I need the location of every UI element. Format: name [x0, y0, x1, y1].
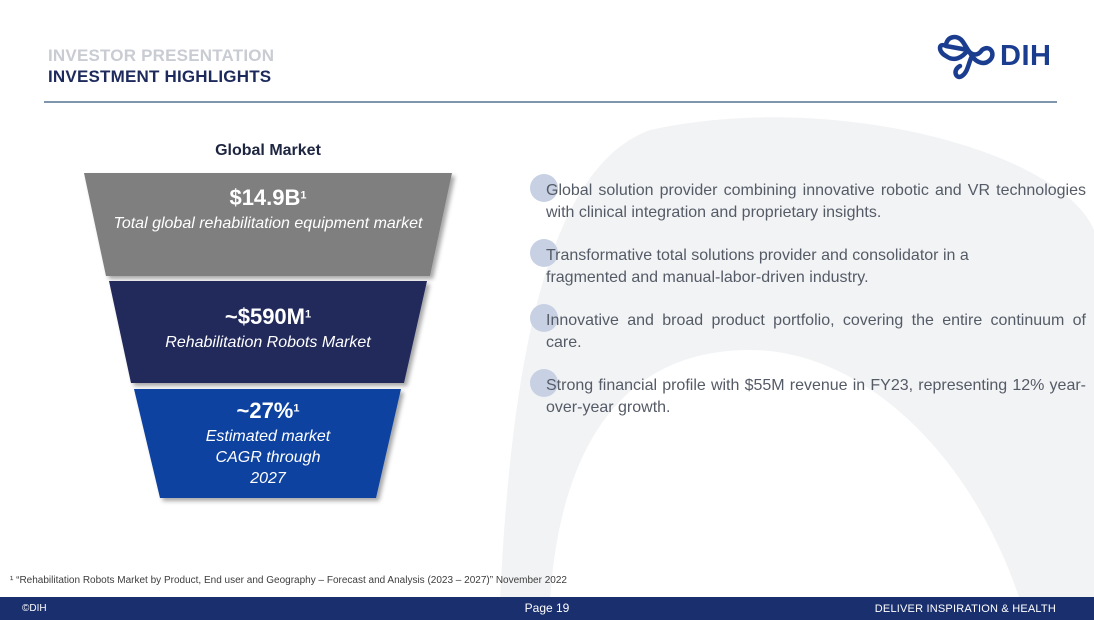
source-footnote: ¹ “Rehabilitation Robots Market by Produ… — [10, 575, 567, 586]
highlight-text: Strong financial profile with $55M reven… — [546, 377, 1086, 416]
highlight-text: Transformative total solutions provider … — [546, 247, 969, 286]
tier-1-footnote-ref: 1 — [300, 189, 307, 202]
funnel-tier-1: $14.9B1 Total global rehabilitation equi… — [110, 185, 426, 234]
logo-text: DIH — [1000, 40, 1052, 72]
footer-bar: ©DIH Page 19 DELIVER INSPIRATION & HEALT… — [0, 597, 1094, 620]
highlight-item: Global solution provider combining innov… — [530, 174, 1086, 224]
bullet-dot-icon — [530, 174, 558, 202]
tier-3-description-line-1: Estimated market — [205, 428, 331, 445]
header-divider — [44, 101, 1057, 103]
bullet-dot-icon — [530, 369, 558, 397]
bullet-dot-icon — [530, 239, 558, 267]
highlights-list: Global solution provider combining innov… — [530, 174, 1086, 440]
highlight-text: Innovative and broad product portfolio, … — [546, 312, 1086, 351]
funnel-tier-2: ~$590M1 Rehabilitation Robots Market — [130, 304, 406, 353]
highlight-item: Strong financial profile with $55M reven… — [530, 369, 1086, 419]
tier-3-value: ~27% — [236, 398, 294, 423]
tier-3-description-line-2: CAGR through — [215, 449, 321, 466]
page-number: Page 19 — [524, 601, 570, 615]
tier-3-description-line-3: 2027 — [250, 470, 286, 487]
bullet-dot-icon — [530, 304, 558, 332]
footer-copyright: ©DIH — [22, 603, 47, 614]
highlight-item: Innovative and broad product portfolio, … — [530, 304, 1086, 354]
tier-2-value: ~$590M — [224, 304, 305, 329]
dih-logo-icon — [937, 34, 995, 80]
funnel-title: Global Market — [215, 142, 321, 159]
tier-2-footnote-ref: 1 — [305, 308, 312, 321]
tier-1-description: Total global rehabilitation equipment ma… — [113, 215, 423, 232]
watermark-logo-shape — [500, 117, 1094, 600]
funnel-tier-3: ~27%1 Estimated market CAGR through 2027 — [160, 398, 376, 489]
header-eyebrow: INVESTOR PRESENTATION — [48, 46, 275, 65]
tier-2-description: Rehabilitation Robots Market — [165, 334, 371, 351]
highlight-item: Transformative total solutions provider … — [530, 239, 1086, 289]
page-title: INVESTMENT HIGHLIGHTS — [48, 67, 272, 86]
footer-tagline: DELIVER INSPIRATION & HEALTH — [874, 603, 1056, 615]
tier-1-value: $14.9B — [229, 185, 301, 210]
highlight-text: Global solution provider combining innov… — [546, 182, 1086, 221]
tier-3-footnote-ref: 1 — [293, 402, 300, 415]
